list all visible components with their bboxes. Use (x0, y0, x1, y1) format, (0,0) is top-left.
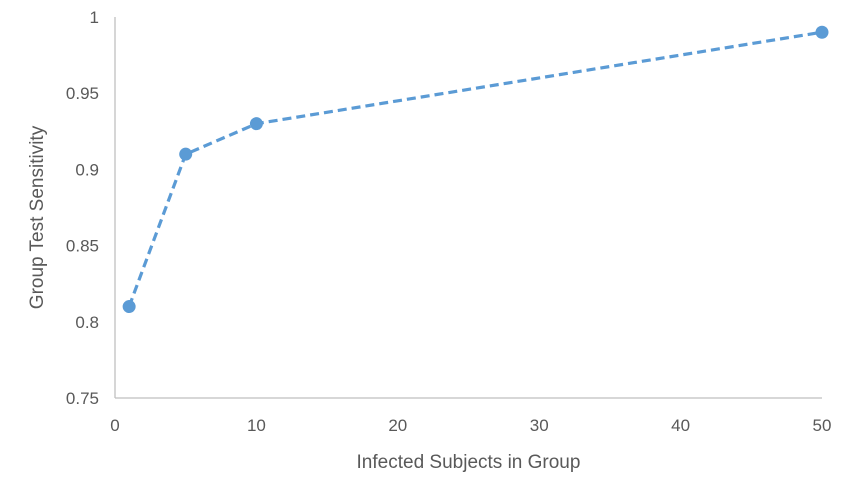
x-axis-ticks: 0 10 20 30 40 50 (110, 416, 831, 435)
y-tick-label: 0.75 (66, 389, 99, 408)
y-tick-label: 1 (90, 8, 99, 27)
data-point (815, 25, 829, 39)
y-tick-label: 0.9 (75, 160, 99, 179)
series-line (127, 30, 823, 308)
y-axis-ticks: 0.75 0.8 0.85 0.9 0.95 1 (66, 8, 99, 408)
y-axis-title: Group Test Sensitivity (27, 125, 48, 309)
x-tick-label: 50 (813, 416, 832, 435)
data-point (179, 147, 193, 161)
x-tick-label: 10 (247, 416, 266, 435)
y-tick-label: 0.95 (66, 84, 99, 103)
series-group (122, 25, 829, 314)
x-axis-title: Infected Subjects in Group (357, 452, 581, 473)
x-tick-label: 30 (530, 416, 549, 435)
y-tick-label: 0.8 (75, 313, 99, 332)
x-tick-label: 0 (110, 416, 119, 435)
y-tick-label: 0.85 (66, 237, 99, 256)
x-tick-label: 40 (671, 416, 690, 435)
data-point (249, 117, 263, 131)
x-tick-label: 20 (388, 416, 407, 435)
data-point (122, 300, 136, 314)
